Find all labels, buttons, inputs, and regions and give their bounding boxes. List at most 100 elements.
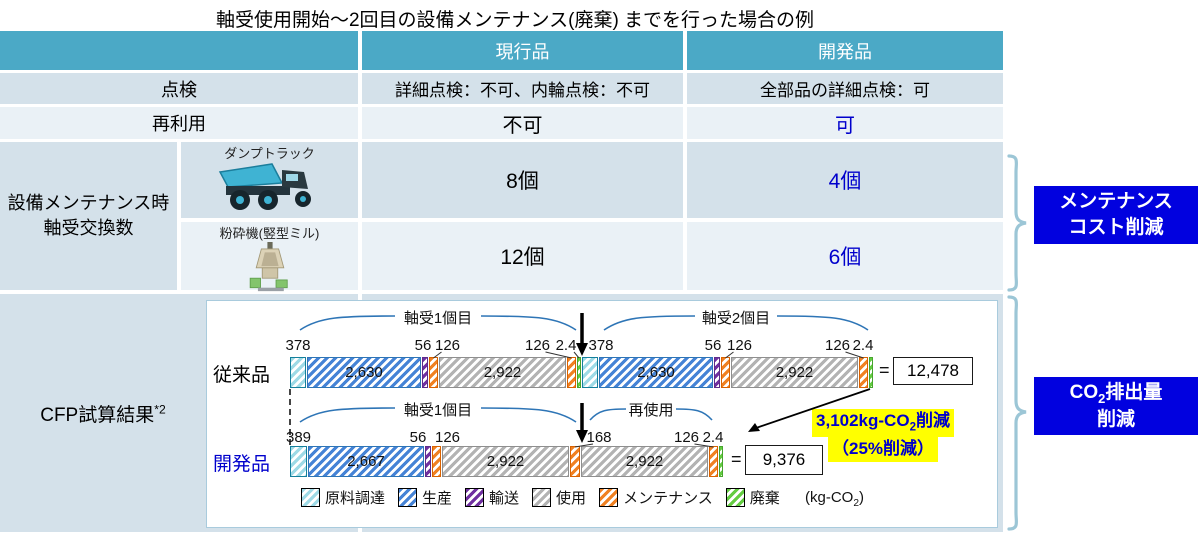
legend-item-use: 使用 — [532, 487, 586, 508]
chart-unit-label: (kg-CO2) — [805, 489, 865, 509]
segment-value-label: 56 — [409, 429, 427, 446]
lifecycle-segment-trans — [425, 446, 431, 477]
segment-value-label: 126 — [434, 429, 461, 446]
lifecycle-segment-trans — [714, 357, 720, 388]
legend-item-maint: メンテナンス — [599, 487, 713, 508]
curly-brace-icon-maintenance — [1007, 154, 1027, 292]
lifecycle-segment-disp — [719, 446, 723, 477]
total-box-conventional: 12,478 — [893, 357, 973, 385]
legend-label: 輸送 — [489, 490, 520, 507]
dump-truck-cell: ダンプトラック — [181, 142, 358, 218]
mill-current-value: 12個 — [362, 222, 683, 290]
lifecycle-segment-use: 2,922 — [731, 357, 858, 388]
legend-swatch-raw — [301, 488, 320, 507]
lifecycle-segment-prod: 2,667 — [308, 446, 424, 477]
reduction-note-line2: （25%削減） — [827, 437, 939, 462]
lifecycle-bar-developed: 2,667 2,922 2,922 — [290, 446, 724, 477]
legend-item-trans: 輸送 — [465, 487, 519, 508]
lifecycle-segment-maint — [709, 446, 718, 477]
lifecycle-segment-maint — [429, 357, 438, 388]
legend-item-raw: 原料調達 — [301, 487, 385, 508]
segment-inline-value: 2,922 — [486, 453, 525, 470]
legend-label: 使用 — [556, 490, 587, 507]
segment-inline-value: 2,922 — [775, 364, 814, 381]
lifecycle-segment-maint — [570, 446, 580, 477]
reduction-note-line1: 3,102kg-CO2削減 — [812, 409, 954, 437]
reuse-label: 再利用 — [0, 107, 358, 139]
segment-value-label: 126 — [673, 429, 700, 446]
lifecycle-segment-maint — [432, 446, 441, 477]
lifecycle-segment-disp — [869, 357, 873, 388]
inspection-label: 点検 — [0, 73, 358, 104]
segment-value-label: 56 — [704, 337, 722, 354]
lifecycle-bar-conventional: 2,630 2,922 2,630 2,922 — [290, 357, 874, 388]
inspection-current-value: 詳細点検：不可、内輪点検：不可 — [362, 73, 683, 104]
segment-value-label: 168 — [586, 429, 612, 446]
reduction-note: 3,102kg-CO2削減 （25%削減） — [803, 409, 963, 462]
cfp-label: CFP試算結果*2 — [0, 294, 206, 532]
mill-developed-value: 6個 — [687, 222, 1003, 290]
lifecycle-segment-disp — [577, 357, 581, 388]
legend-swatch-use — [532, 488, 552, 507]
co2-line1: CO2排出量 — [1069, 381, 1163, 406]
legend-label: 原料調達 — [325, 490, 386, 507]
brace-bearing2-row0 — [603, 315, 869, 331]
curly-brace-icon-co2 — [1007, 295, 1027, 531]
dump-truck-developed-value: 4個 — [687, 142, 1003, 218]
segment-value-label: 378 — [588, 337, 614, 354]
segment-value-label: 2.4 — [702, 429, 724, 446]
header-current-cell: 現行品 — [362, 31, 683, 70]
lifecycle-segment-raw — [582, 357, 598, 388]
replacement-label-line2: 軸受交換数 — [43, 218, 134, 238]
legend-label: 生産 — [422, 490, 453, 507]
segment-value-label: 126 — [824, 337, 851, 354]
callout-co2-reduction: CO2排出量 削減 — [1034, 377, 1198, 435]
lifecycle-segment-prod: 2,630 — [307, 357, 421, 388]
replacement-label-line1: 設備メンテナンス時 — [7, 192, 170, 213]
segment-value-label: 126 — [524, 337, 551, 354]
segment-inline-value: 2,922 — [625, 453, 664, 470]
lifecycle-segment-use: 2,922 — [442, 446, 569, 477]
lifecycle-segment-use: 2,922 — [581, 446, 708, 477]
annotation-reuse-row1: 再使用 — [628, 402, 674, 419]
mill-name: 粉砕機(竪型ミル) — [219, 226, 320, 241]
legend-swatch-maint — [599, 488, 619, 507]
reuse-current-value: 不可 — [362, 107, 683, 139]
legend-label: 廃棄 — [749, 490, 780, 507]
callout-maintenance-cost: メンテナンス コスト削減 — [1034, 186, 1198, 244]
lifecycle-segment-prod: 2,630 — [599, 357, 713, 388]
segment-value-label: 56 — [414, 337, 432, 354]
header-developed-cell: 開発品 — [687, 31, 1003, 70]
page-title: 軸受使用開始～2回目の設備メンテナンス(廃棄) までを行った場合の例 — [215, 10, 815, 31]
lifecycle-segment-use: 2,922 — [439, 357, 566, 388]
equals-sign-row1: = — [731, 449, 742, 469]
row-name-developed: 開発品 — [213, 454, 271, 475]
cfp-label-text: CFP試算結果 — [40, 404, 155, 426]
chart-legend: 原料調達 生産 輸送 使用 メンテナンス 廃棄 — [301, 487, 780, 508]
segment-value-label: 2.4 — [555, 337, 577, 354]
bar-start-dashed-line — [289, 389, 291, 445]
lifecycle-segment-maint — [721, 357, 730, 388]
brace-bearing1-row0 — [299, 315, 577, 331]
down-arrow-icon-row0 — [576, 313, 588, 356]
lifecycle-segment-raw — [290, 446, 307, 477]
legend-swatch-trans — [465, 488, 485, 507]
lifecycle-segment-raw — [290, 357, 306, 388]
header-empty-cell — [0, 31, 358, 70]
segment-value-label: 126 — [434, 337, 461, 354]
segment-value-label: 389 — [285, 429, 312, 446]
segment-value-label: 126 — [726, 337, 753, 354]
dump-truck-image — [216, 162, 324, 217]
segment-inline-value: 2,922 — [483, 364, 522, 381]
legend-swatch-prod — [398, 488, 418, 507]
legend-item-disp: 廃棄 — [725, 487, 780, 508]
segment-inline-value: 2,667 — [347, 453, 385, 470]
vertical-mill-image — [244, 241, 296, 297]
segment-inline-value: 2,630 — [637, 364, 675, 381]
mill-cell: 粉砕機(竪型ミル) — [181, 222, 358, 291]
dump-truck-current-value: 8個 — [362, 142, 683, 218]
brace-reuse-row1 — [589, 408, 713, 421]
legend-swatch-disp — [725, 488, 745, 507]
inspection-developed-value: 全部品の詳細点検：可 — [687, 73, 1003, 104]
